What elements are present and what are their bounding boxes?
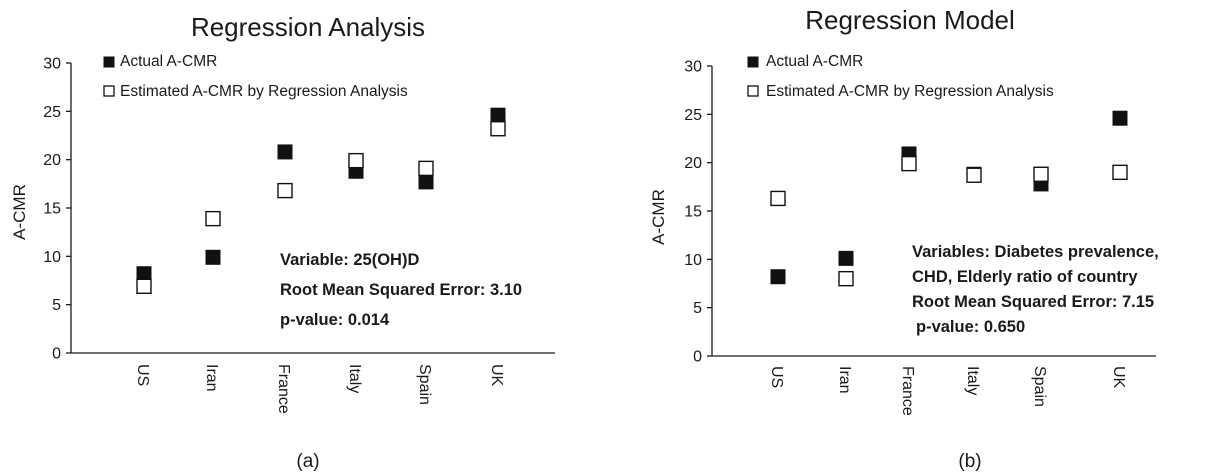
chart-title: Regression Model: [805, 5, 1015, 35]
y-tick-label: 0: [693, 349, 702, 366]
y-axis-label: A-CMR: [649, 189, 668, 245]
legend: Actual A-CMR Estimated A-CMR by Regressi…: [747, 53, 1054, 100]
y-tick-label: 30: [684, 59, 702, 76]
annotation-line: Root Mean Squared Error: 3.10: [280, 281, 522, 299]
data-point-actual: [418, 174, 434, 190]
data-point-group: [770, 110, 1128, 287]
y-tick-label: 15: [684, 204, 702, 221]
data-point-estimated: [838, 270, 854, 287]
x-tick-label: Iran: [203, 364, 220, 392]
y-tick-label: 5: [52, 297, 61, 314]
annotation-line: p-value: 0.014: [280, 311, 390, 329]
data-point-group: [136, 107, 506, 294]
legend-label-estimated: Estimated A-CMR by Regression Analysis: [766, 83, 1054, 100]
y-axis-label: A-CMR: [10, 184, 29, 240]
data-point-estimated: [490, 121, 506, 137]
x-tick-label: UK: [488, 364, 505, 387]
x-tick-label: UK: [1110, 366, 1127, 389]
panel-caption: (a): [296, 451, 319, 472]
x-tick-label: France: [899, 366, 916, 416]
chart-panel-b: Regression Model A-CMR 0 5 10 15 20 25 30 US Ir…: [649, 5, 1159, 472]
data-point-actual: [277, 144, 293, 160]
x-tick-label-group: US Iran France Italy Spain UK: [768, 366, 1127, 416]
data-point-actual: [770, 269, 786, 285]
y-tick-label: 25: [43, 104, 61, 121]
data-point-estimated: [1033, 166, 1049, 182]
legend-label-actual: Actual A-CMR: [120, 53, 217, 70]
annotation-line: Variable: 25(OH)D: [280, 251, 419, 269]
x-tick-label: US: [134, 364, 151, 386]
data-point-estimated: [1112, 164, 1128, 181]
x-tick-label: France: [275, 364, 292, 414]
data-point-estimated: [136, 278, 152, 294]
stats-annotation: Variable: 25(OH)D Root Mean Squared Erro…: [280, 251, 522, 329]
y-tick-label: 20: [684, 155, 702, 172]
y-tick-label: 10: [684, 252, 702, 269]
y-tick-group: 0 5 10 15 20 25 30: [43, 56, 71, 363]
y-tick-label: 30: [43, 56, 61, 73]
data-point-actual: [490, 107, 506, 123]
data-point-actual: [1112, 110, 1128, 126]
y-tick-label: 25: [684, 107, 702, 124]
y-tick-group: 0 5 10 15 20 25 30: [684, 59, 712, 366]
y-tick-label: 15: [43, 201, 61, 218]
x-tick-label: Spain: [1031, 366, 1048, 407]
annotation-line: Root Mean Squared Error: 7.15: [912, 293, 1154, 311]
x-tick-label: US: [768, 366, 785, 388]
annotation-line: CHD, Elderly ratio of country: [912, 268, 1138, 286]
chart-title: Regression Analysis: [191, 12, 425, 42]
legend-label-actual: Actual A-CMR: [766, 53, 863, 70]
data-point-estimated: [205, 210, 221, 227]
data-point-estimated: [770, 190, 786, 207]
panel-caption: (b): [958, 451, 981, 472]
stats-annotation: Variables: Diabetes prevalence, CHD, Eld…: [912, 243, 1159, 336]
legend-marker-estimated: [103, 85, 115, 97]
legend-marker-actual: [747, 56, 759, 68]
y-tick-label: 5: [693, 300, 702, 317]
data-point-estimated: [348, 152, 364, 169]
x-tick-label: Italy: [964, 366, 981, 395]
y-tick-label: 20: [43, 152, 61, 169]
data-point-estimated: [966, 167, 982, 183]
legend: Actual A-CMR Estimated A-CMR by Regressi…: [103, 53, 408, 100]
x-tick-label: Iran: [836, 366, 853, 394]
data-point-actual: [205, 249, 221, 265]
x-tick-label-group: US Iran France Italy Spain UK: [134, 364, 505, 414]
data-point-actual: [838, 250, 854, 266]
y-tick-label: 10: [43, 249, 61, 266]
legend-marker-actual: [103, 56, 115, 68]
data-point-estimated: [418, 160, 434, 177]
y-tick-label: 0: [52, 346, 61, 363]
data-point-estimated: [901, 155, 917, 172]
x-tick-label: Spain: [416, 364, 433, 405]
annotation-line: p-value: 0.650: [916, 318, 1025, 336]
legend-marker-estimated: [747, 85, 759, 97]
legend-label-estimated: Estimated A-CMR by Regression Analysis: [120, 83, 408, 100]
chart-panel-a: Regression Analysis A-CMR 0 5 10 15 20 25 30 U…: [10, 12, 555, 472]
annotation-line: Variables: Diabetes prevalence,: [912, 243, 1159, 261]
data-point-estimated: [277, 182, 293, 199]
x-tick-label: Italy: [346, 364, 363, 393]
